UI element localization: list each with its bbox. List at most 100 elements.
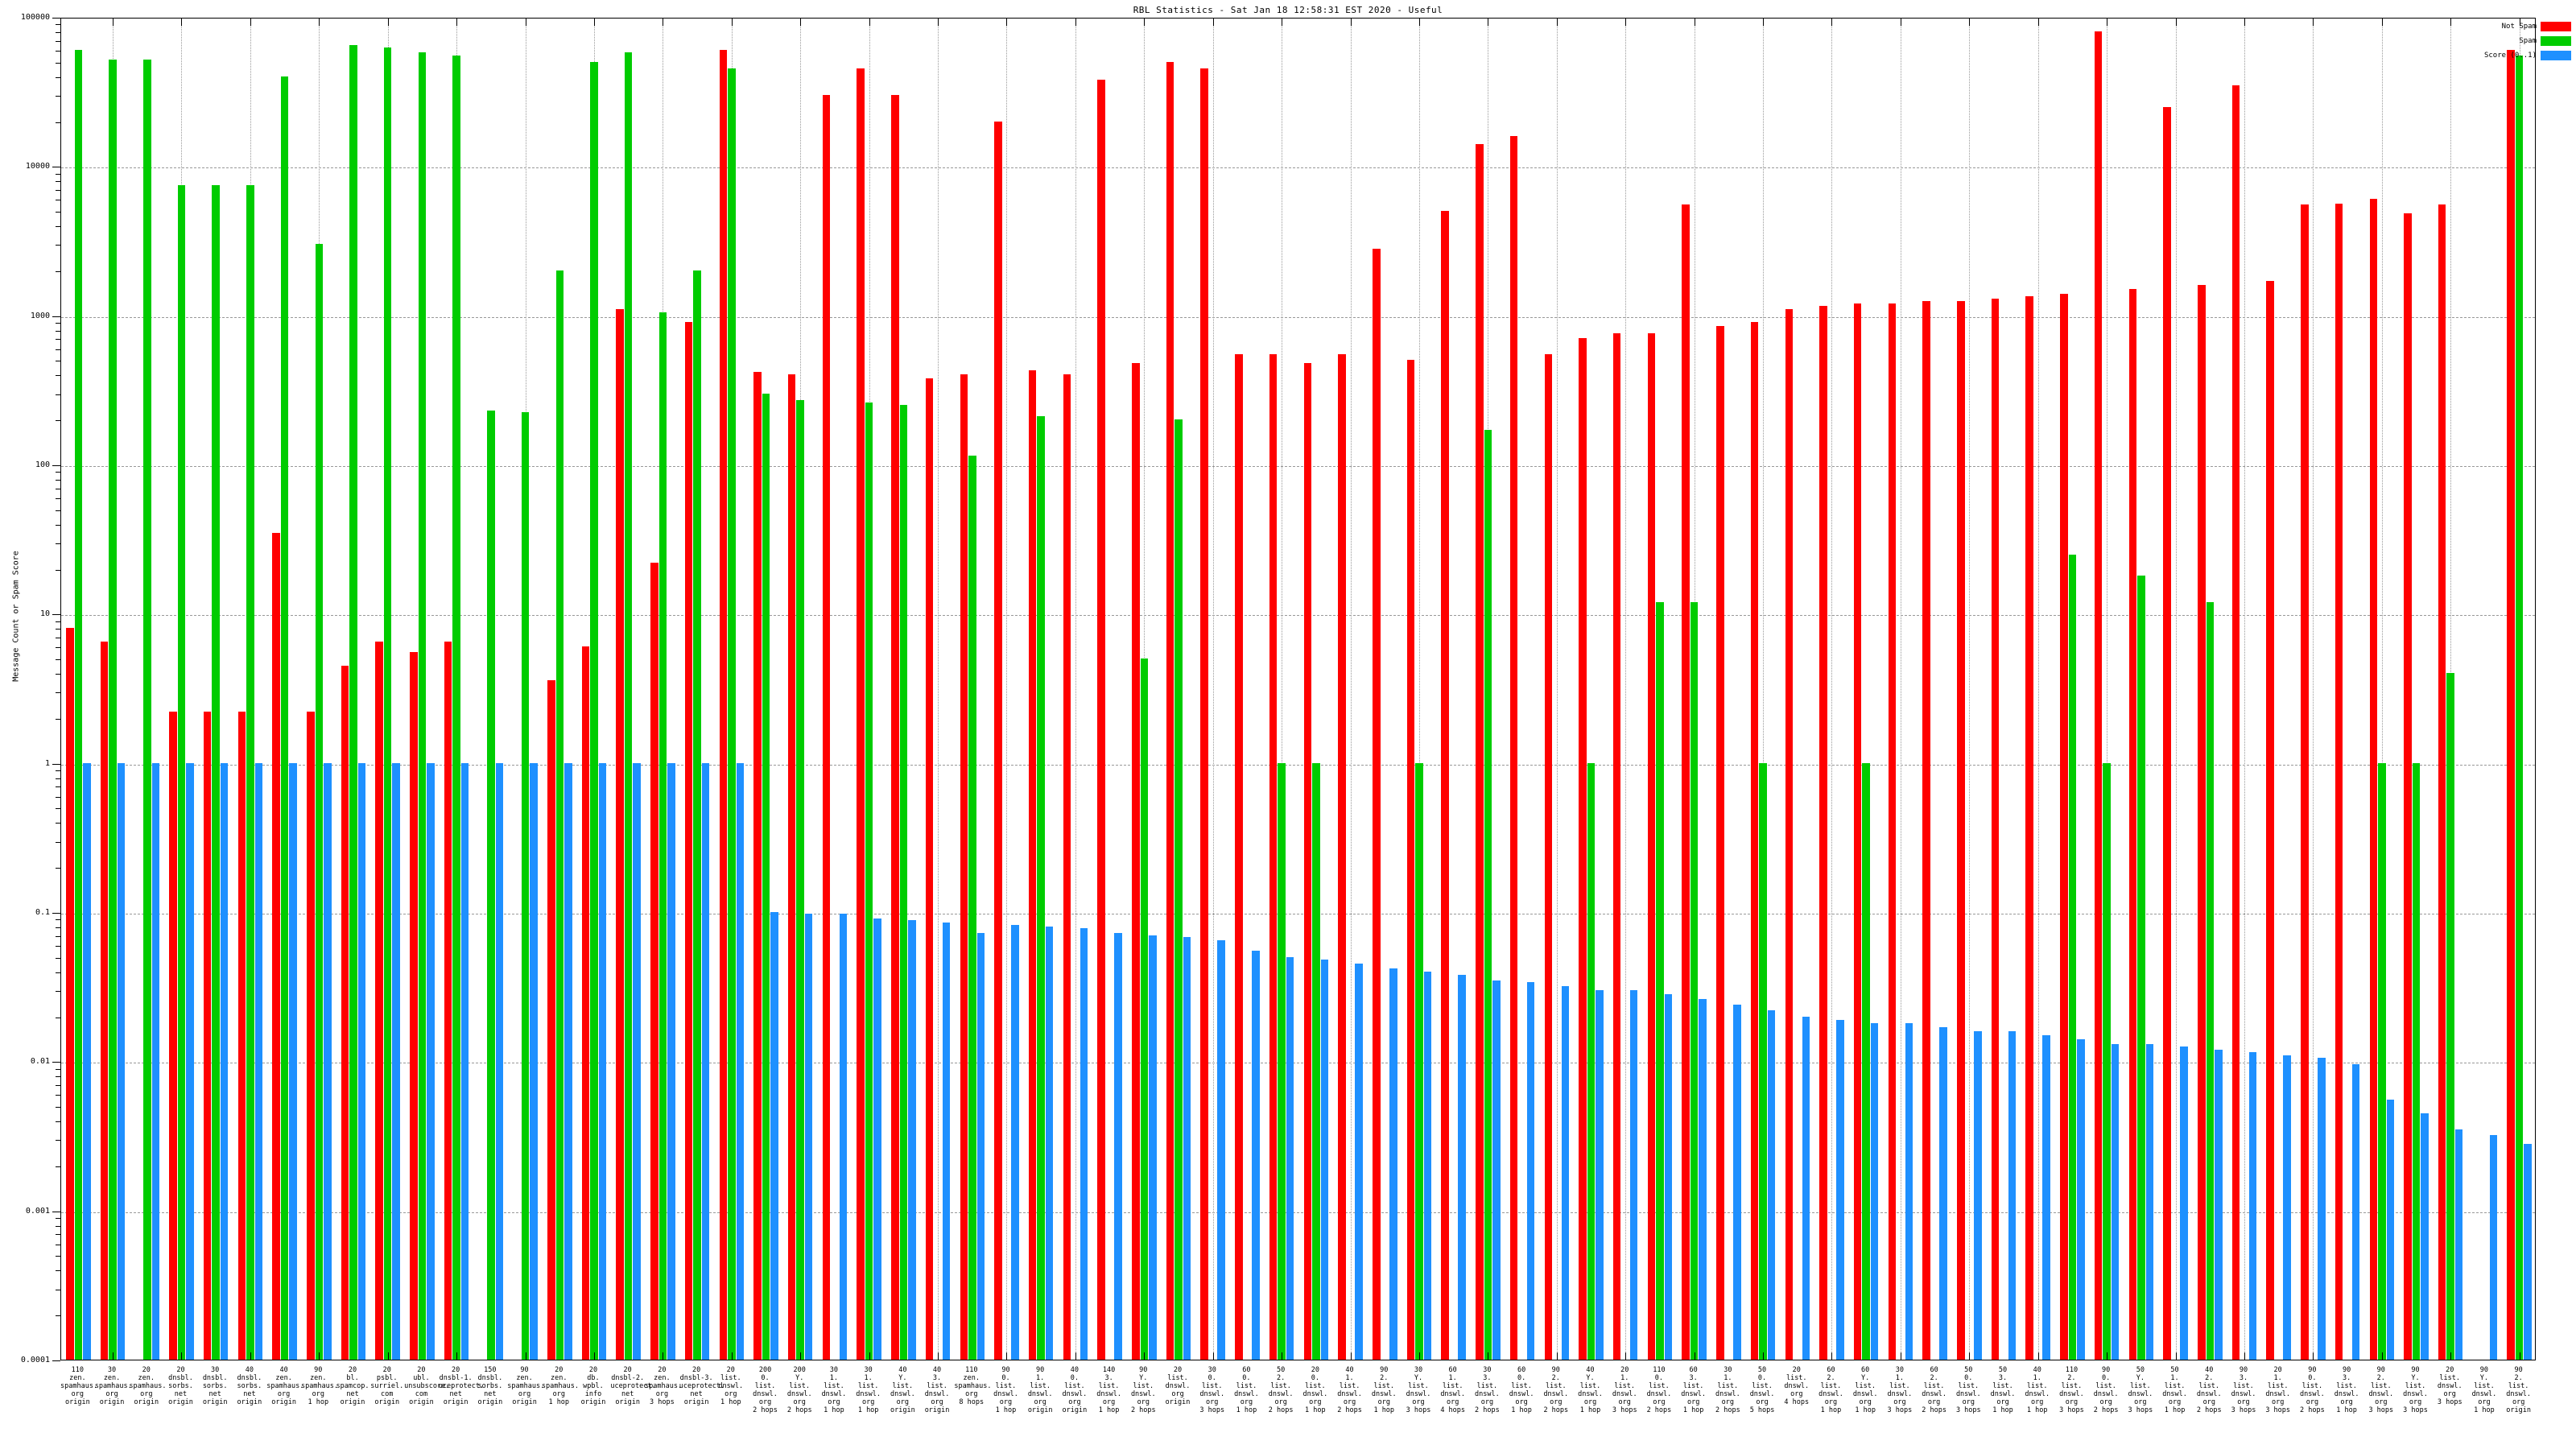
bar-spam bbox=[1484, 430, 1492, 1360]
bar-spam bbox=[762, 393, 770, 1360]
y-tick-minor bbox=[56, 786, 60, 788]
bar-not-spam bbox=[547, 679, 555, 1360]
x-axis-label: 40 3. list. dnswl. org origin bbox=[924, 1366, 950, 1414]
y-tick-minor bbox=[56, 935, 60, 937]
bar-score bbox=[804, 913, 813, 1360]
bar-score bbox=[1870, 1023, 1879, 1360]
bar-score bbox=[1080, 928, 1088, 1360]
x-tick bbox=[319, 1352, 320, 1360]
legend: Not Spam Spam Score (0..1) bbox=[2484, 19, 2571, 63]
bar-score bbox=[1699, 999, 1707, 1360]
bar-score bbox=[976, 933, 985, 1360]
bar-score bbox=[2421, 1113, 2429, 1360]
bar-not-spam bbox=[2060, 293, 2068, 1360]
x-axis-label: 40 Y. list. dnswl. org 1 hop bbox=[1578, 1366, 1603, 1414]
y-tick-minor bbox=[56, 173, 60, 175]
x-axis-label: 90 Y. list. dnswl. org 2 hops bbox=[1130, 1366, 1156, 1414]
x-axis-label: 20 list. dnswl. org 1 hop bbox=[718, 1366, 744, 1406]
x-axis-label: 20 dnsbl-2. uceprotect. net origin bbox=[610, 1366, 656, 1406]
x-tick-top bbox=[1350, 19, 1352, 26]
bar-score bbox=[2145, 1044, 2154, 1360]
x-axis-label: 90 0. list. dnswl. org 2 hops bbox=[2093, 1366, 2119, 1414]
x-axis-label: 90 3. list. dnswl. org 3 hops bbox=[2231, 1366, 2256, 1414]
y-tick-minor bbox=[56, 76, 60, 78]
bar-spam bbox=[487, 410, 495, 1360]
x-axis-label: 20 1. list. dnswl. org 3 hops bbox=[1612, 1366, 1637, 1414]
x-tick bbox=[2037, 1352, 2039, 1360]
bar-score bbox=[1905, 1023, 1913, 1360]
x-tick-top bbox=[181, 19, 183, 26]
bar-score bbox=[83, 762, 91, 1360]
bar-spam bbox=[109, 59, 117, 1360]
x-axis-label: 20 dnsbl. sorbs. net origin bbox=[168, 1366, 193, 1406]
bar-not-spam bbox=[1235, 353, 1243, 1360]
bar-spam bbox=[899, 405, 908, 1360]
gridline-vertical bbox=[2381, 19, 2383, 1360]
x-axis-label: 20 dnsbl-1. uceprotect. net origin bbox=[438, 1366, 485, 1406]
x-axis-label: 110 0. list. dnswl. org 2 hops bbox=[1646, 1366, 1672, 1414]
x-tick bbox=[2244, 1352, 2245, 1360]
x-axis-label: 40 0. list. dnswl. org origin bbox=[1062, 1366, 1088, 1414]
bar-score bbox=[1389, 968, 1397, 1360]
bar-score bbox=[2489, 1135, 2498, 1360]
x-axis-label: 30 Y. list. dnswl. org 3 hops bbox=[1406, 1366, 1431, 1414]
bar-not-spam bbox=[891, 94, 899, 1360]
y-tick-label: 10 bbox=[39, 609, 50, 619]
bar-score bbox=[220, 762, 229, 1360]
bar-score bbox=[2248, 1052, 2257, 1360]
y-tick-minor bbox=[56, 339, 60, 341]
x-tick-top bbox=[2381, 19, 2383, 26]
x-axis-label: 20 zen. spamhaus. org 3 hops bbox=[645, 1366, 683, 1406]
bar-spam bbox=[1690, 601, 1699, 1360]
y-tick-major bbox=[52, 763, 60, 765]
y-tick-minor bbox=[56, 270, 60, 272]
x-tick bbox=[1006, 1352, 1008, 1360]
bar-spam bbox=[1587, 762, 1596, 1360]
bar-spam bbox=[280, 76, 289, 1360]
y-tick-minor bbox=[56, 841, 60, 843]
y-tick-minor bbox=[56, 330, 60, 332]
bar-score bbox=[1767, 1009, 1776, 1360]
bar-score bbox=[1561, 985, 1570, 1360]
bar-not-spam bbox=[1888, 303, 1897, 1360]
bar-score bbox=[289, 762, 297, 1360]
bar-spam bbox=[1862, 762, 1870, 1360]
x-axis-label: 20 psbl. surriel. com origin bbox=[370, 1366, 404, 1406]
bar-not-spam bbox=[1373, 248, 1381, 1360]
bar-score bbox=[117, 762, 126, 1360]
bar-score bbox=[495, 762, 504, 1360]
y-tick-major bbox=[52, 18, 60, 19]
bar-spam bbox=[2137, 576, 2145, 1360]
x-axis-label: 30 zen. spamhaus. org origin bbox=[94, 1366, 132, 1406]
x-axis-label: 60 Y. list. dnswl. org 1 hop bbox=[1852, 1366, 1878, 1414]
x-tick-top bbox=[387, 19, 389, 26]
x-axis-label: 20 list. dnswl. org origin bbox=[1165, 1366, 1191, 1406]
x-tick-top bbox=[1006, 19, 1008, 26]
bar-not-spam bbox=[1200, 68, 1208, 1360]
x-tick bbox=[2313, 1352, 2314, 1360]
bar-score bbox=[1733, 1004, 1741, 1360]
bar-not-spam bbox=[307, 712, 315, 1360]
x-axis-label: 30 1. list. dnswl. org 1 hop bbox=[856, 1366, 881, 1414]
x-axis-label: 60 1. list. dnswl. org 4 hops bbox=[1440, 1366, 1466, 1414]
bar-score bbox=[2042, 1034, 2050, 1360]
gridline-vertical bbox=[2244, 19, 2245, 1360]
x-tick bbox=[250, 1352, 251, 1360]
bar-not-spam bbox=[169, 712, 177, 1360]
legend-item-score: Score (0..1) bbox=[2484, 48, 2571, 63]
y-tick-minor bbox=[56, 190, 60, 192]
x-tick bbox=[387, 1352, 389, 1360]
bar-score bbox=[1939, 1026, 1947, 1360]
y-tick-label: 1000 bbox=[30, 311, 50, 320]
y-tick-minor bbox=[56, 543, 60, 544]
bar-not-spam bbox=[787, 374, 796, 1360]
bar-not-spam bbox=[1991, 298, 2000, 1360]
y-tick-minor bbox=[56, 472, 60, 473]
bar-score bbox=[1596, 989, 1604, 1360]
bar-score bbox=[2524, 1143, 2532, 1360]
bar-score bbox=[1526, 981, 1535, 1360]
bar-score bbox=[2351, 1064, 2360, 1360]
x-axis-label: 30 3. list. dnswl. org 2 hops bbox=[1475, 1366, 1500, 1414]
x-axis-label: 40 Y. list. dnswl. org origin bbox=[890, 1366, 915, 1414]
y-tick-minor bbox=[56, 692, 60, 694]
